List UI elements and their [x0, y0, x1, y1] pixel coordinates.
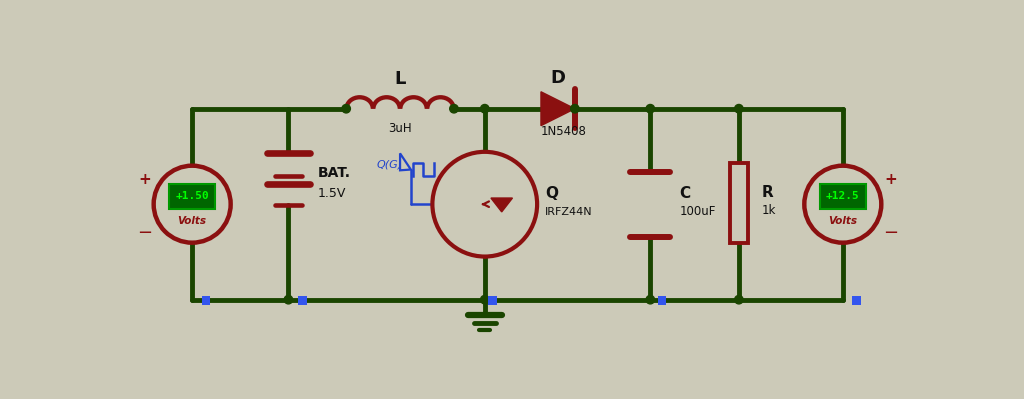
Circle shape: [432, 152, 538, 257]
Bar: [298, 296, 306, 305]
Circle shape: [570, 105, 580, 113]
Text: 1N5408: 1N5408: [541, 125, 587, 138]
Bar: [730, 163, 749, 243]
Ellipse shape: [154, 166, 230, 243]
Text: 1k: 1k: [762, 204, 776, 217]
Text: +1.50: +1.50: [175, 191, 209, 201]
Circle shape: [734, 105, 743, 113]
Circle shape: [646, 105, 654, 113]
Text: D: D: [551, 69, 565, 87]
FancyBboxPatch shape: [169, 184, 215, 209]
Text: BAT.: BAT.: [317, 166, 350, 180]
Ellipse shape: [804, 166, 882, 243]
Text: −: −: [137, 225, 152, 243]
Text: +: +: [138, 172, 151, 187]
Text: +: +: [884, 172, 897, 187]
Text: Q: Q: [545, 186, 558, 201]
Text: Volts: Volts: [828, 216, 857, 226]
Circle shape: [734, 295, 743, 304]
Circle shape: [450, 105, 458, 113]
Bar: [657, 296, 666, 305]
Circle shape: [480, 105, 489, 113]
Bar: [202, 296, 210, 305]
Text: 3uH: 3uH: [388, 122, 412, 135]
Text: −: −: [883, 225, 898, 243]
Circle shape: [646, 295, 654, 304]
Text: L: L: [394, 71, 406, 89]
Bar: [852, 296, 861, 305]
Text: Q(G): Q(G): [377, 159, 403, 169]
Circle shape: [480, 295, 489, 304]
Text: 1.5V: 1.5V: [317, 186, 346, 200]
Circle shape: [285, 295, 293, 304]
Text: C: C: [680, 186, 691, 201]
Polygon shape: [490, 198, 512, 212]
Text: R: R: [762, 185, 774, 200]
Polygon shape: [541, 92, 574, 126]
FancyBboxPatch shape: [819, 184, 866, 209]
Bar: [488, 296, 497, 305]
Text: 100uF: 100uF: [680, 205, 716, 218]
Circle shape: [342, 105, 350, 113]
Text: Volts: Volts: [177, 216, 207, 226]
Text: +12.5: +12.5: [826, 191, 860, 201]
Text: IRFZ44N: IRFZ44N: [545, 207, 593, 217]
